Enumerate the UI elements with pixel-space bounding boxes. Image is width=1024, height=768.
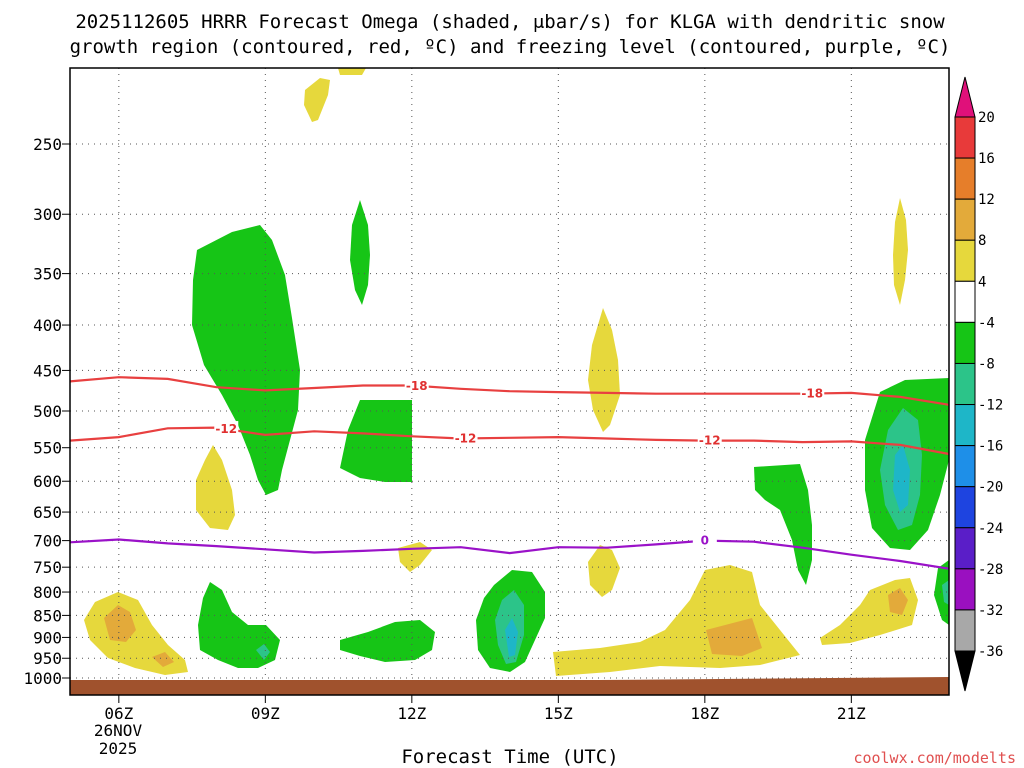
colorbar-label: -8 — [978, 356, 995, 372]
contour-dgz-minus-12-label: -12 — [215, 422, 237, 436]
colorbar-segment — [954, 321, 976, 364]
date-label-year: 2025 — [99, 739, 138, 758]
colorbar-label: 4 — [978, 274, 986, 290]
omega-region-green-12z-low — [340, 620, 435, 662]
colorbar-label: 8 — [978, 233, 986, 249]
omega-region-yellow-left-mid — [196, 445, 235, 530]
contour-freezing-level — [69, 538, 950, 570]
y-tick-label: 950 — [33, 649, 62, 668]
omega-region-teal-23z — [942, 580, 949, 605]
y-tick-label: 300 — [33, 205, 62, 224]
colorbar-label: 16 — [978, 151, 995, 167]
x-tick-label: 21Z — [837, 704, 866, 723]
colorbar-label: -28 — [978, 562, 1003, 578]
contour-dgz-minus-12-label-bg — [697, 432, 722, 447]
contour-dgz-minus-18-label: -18 — [406, 379, 428, 393]
y-tick-label: 400 — [33, 316, 62, 335]
colorbar-segment — [954, 609, 976, 652]
colorbar-label: 12 — [978, 192, 995, 208]
omega-region-green-23z-low — [934, 560, 949, 625]
colorbar-segment — [954, 445, 976, 488]
contour-dgz-minus-12-label-bg — [453, 430, 478, 445]
colorbar-label: -24 — [978, 521, 1003, 537]
omega-region-orange-left — [104, 605, 136, 642]
contour-dgz-minus-12-label-bg — [214, 421, 239, 436]
colorbar-segment — [954, 157, 976, 200]
colorbar: 20 16 12 8 4 -4 -8 -12 -16 -20 -24 -28 -32 -36 — [954, 76, 1003, 692]
colorbar-segment — [954, 527, 976, 570]
credit-label: coolwx.com/modelts — [853, 749, 1016, 767]
colorbar-label: -32 — [978, 603, 1003, 619]
contour-dgz-minus-18-label-bg — [800, 385, 825, 400]
x-tick-label: 09Z — [251, 704, 280, 723]
contour-dgz-minus-12-label: -12 — [455, 431, 477, 445]
colorbar-bottom-arrow — [954, 650, 976, 692]
colorbar-label: -12 — [978, 398, 1003, 414]
omega-region-green-20z-mid — [754, 464, 812, 585]
omega-region-cyan-14z — [505, 618, 518, 657]
y-tick-label: 800 — [33, 583, 62, 602]
colorbar-label: 20 — [978, 110, 995, 126]
omega-region-orange-18z — [706, 618, 762, 656]
chart-title-line-1: 2025112605 HRRR Forecast Omega (shaded, … — [75, 11, 945, 33]
x-tick-label: 06Z — [104, 704, 133, 723]
colorbar-segment — [954, 280, 976, 323]
contour-dgz-minus-12-label: -12 — [699, 434, 721, 448]
y-tick-label: 850 — [33, 606, 62, 625]
omega-region-green-09z-upper — [192, 225, 300, 495]
colorbar-segment — [954, 486, 976, 529]
omega-region-yellow-top — [338, 68, 366, 75]
colorbar-segment — [954, 239, 976, 282]
y-tick-label: 700 — [33, 532, 62, 551]
plot-frame — [69, 67, 950, 696]
contour-freezing-level-label: 0 — [701, 534, 709, 548]
date-label-day: 26NOV — [94, 721, 143, 740]
x-axis-title: Forecast Time (UTC) — [401, 746, 618, 768]
contour-layer: -18 -18 -12 -12 -12 0 — [69, 376, 950, 570]
y-tick-label: 1000 — [23, 669, 62, 688]
y-tick-label: 450 — [33, 361, 62, 380]
omega-region-green-11z-mid — [340, 400, 412, 482]
colorbar-top-arrow — [954, 76, 976, 118]
colorbar-label: -4 — [978, 315, 995, 331]
colorbar-label: -16 — [978, 439, 1003, 455]
ground-surface — [70, 677, 949, 695]
x-tick-label: 12Z — [397, 704, 426, 723]
y-tick-label: 650 — [33, 503, 62, 522]
omega-region-cyan-22z — [893, 445, 910, 512]
colorbar-label: -20 — [978, 480, 1003, 496]
y-tick-label: 250 — [33, 135, 62, 154]
colorbar-segment — [954, 404, 976, 447]
colorbar-segment — [954, 568, 976, 611]
omega-region-orange-left-small — [152, 652, 174, 667]
x-tick-label: 15Z — [544, 704, 573, 723]
x-tick-label: 18Z — [690, 704, 719, 723]
contour-dgz-minus-18-label: -18 — [801, 387, 823, 401]
omega-region-yellow-upper-left — [304, 78, 330, 122]
omega-region-orange-22z — [888, 588, 908, 615]
omega-region-green-08z-low — [198, 582, 280, 668]
omega-region-yellow-16z-low — [588, 545, 620, 597]
y-tick-label: 750 — [33, 558, 62, 577]
grid-layer — [70, 68, 949, 695]
axis-layer: 250 300 350 400 450 500 550 600 650 700 750 800 850 9… — [23, 135, 866, 723]
omega-region-yellow-22z-upper — [893, 198, 908, 305]
omega-region-teal-09z — [256, 644, 270, 660]
y-tick-label: 600 — [33, 472, 62, 491]
omega-shading-layer — [84, 68, 949, 676]
y-tick-label: 350 — [33, 265, 62, 284]
contour-dgz-minus-18-label-bg — [404, 377, 429, 392]
colorbar-label: -36 — [978, 644, 1003, 660]
y-tick-label: 900 — [33, 628, 62, 647]
y-tick-label: 500 — [33, 402, 62, 421]
colorbar-segment — [954, 198, 976, 241]
contour-freezing-level-label-bg — [692, 532, 717, 547]
colorbar-segment — [954, 362, 976, 406]
y-tick-label: 550 — [33, 439, 62, 458]
omega-region-green-11z-thin — [350, 200, 370, 305]
chart-title-line-2: growth region (contoured, red, ºC) and f… — [70, 36, 951, 58]
colorbar-segment — [954, 116, 976, 159]
